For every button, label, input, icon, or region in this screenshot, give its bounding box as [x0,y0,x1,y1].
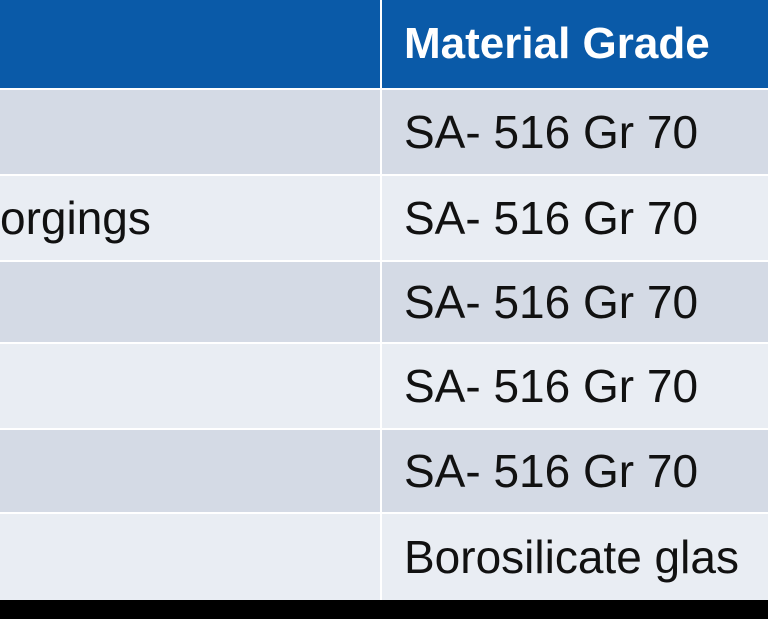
material-grade-cell: SA- 516 Gr 70 [404,192,699,244]
table-row: SA- 516 Gr 70 [0,344,768,428]
material-grade-cell: SA- 516 Gr 70 [404,445,699,497]
header-cell-material-grade: Material Grade [404,19,710,68]
material-grade-cell: SA- 516 Gr 70 [404,360,699,412]
table-row: SA- 516 Gr 70 [0,262,768,342]
component-cell: orgings [0,192,151,244]
table-row: SA- 516 Gr 70 [0,90,768,174]
component-cell [0,344,380,428]
table-row: orgings SA- 516 Gr 70 [0,176,768,260]
component-cell [0,262,380,342]
materials-table: Material Grade SA- 516 Gr 70 orgings SA-… [0,0,768,600]
table-row: SA- 516 Gr 70 [0,430,768,512]
material-grade-cell: SA- 516 Gr 70 [404,106,699,158]
component-cell [0,514,380,600]
component-cell [0,430,380,512]
header-cell-component [0,0,380,88]
component-cell [0,90,380,174]
table-row: Borosilicate glas [0,514,768,600]
column-divider [380,0,382,600]
material-grade-cell: Borosilicate glas [404,531,739,583]
table-header-row: Material Grade [0,0,768,88]
material-grade-cell: SA- 516 Gr 70 [404,276,699,328]
bottom-border [0,600,768,619]
